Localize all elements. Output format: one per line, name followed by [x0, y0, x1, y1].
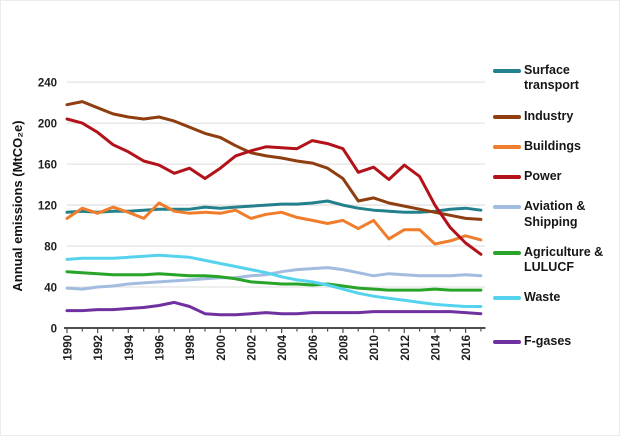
y-tick-label-80: 80 — [44, 242, 57, 254]
legend-item-surface-transport: Surface transport — [493, 63, 617, 94]
x-tick-label-2016: 2016 — [461, 335, 473, 361]
legend-swatch-agriculture-lulucf — [493, 250, 521, 255]
legend-swatch-aviation-shipping — [493, 205, 521, 210]
y-tick-label-160: 160 — [38, 160, 57, 172]
x-tick-label-1996: 1996 — [154, 335, 166, 361]
series-line-waste — [65, 253, 483, 308]
legend-swatch-f-gases — [493, 339, 521, 344]
legend-item-waste: Waste — [493, 290, 617, 305]
y-tick-label-120: 120 — [38, 201, 57, 213]
legend-swatch-buildings — [493, 144, 521, 149]
legend-swatch-surface-transport — [493, 69, 521, 73]
x-tick-label-2012: 2012 — [400, 335, 412, 361]
series-line-power — [65, 117, 483, 256]
legend-label: F-gases — [524, 333, 572, 348]
legend-item-buildings: Buildings — [493, 139, 617, 154]
legend-label: Aviation & Shipping — [524, 199, 586, 229]
y-tick-label-0: 0 — [51, 324, 57, 336]
x-tick-label-2002: 2002 — [246, 335, 258, 361]
x-tick-label-2008: 2008 — [338, 334, 350, 360]
legend-label: Surface transport — [524, 63, 579, 93]
x-tick-label-2004: 2004 — [277, 334, 289, 360]
legend-item-f-gases: F-gases — [493, 334, 617, 349]
legend-swatch-waste — [493, 296, 521, 301]
series-line-buildings — [65, 201, 483, 246]
legend-swatch-industry — [493, 114, 521, 119]
x-tick-label-2006: 2006 — [308, 335, 320, 361]
y-tick-label-200: 200 — [38, 119, 57, 131]
x-tick-label-1992: 1992 — [93, 335, 105, 361]
legend-item-industry: Industry — [493, 109, 617, 124]
x-tick-label-2000: 2000 — [216, 335, 228, 361]
x-tick-label-1998: 1998 — [185, 334, 197, 360]
legend-label: Power — [524, 169, 562, 183]
legend-label: Industry — [524, 108, 574, 123]
series-line-f-gases — [65, 300, 483, 317]
legend-item-aviation-shipping: Aviation & Shipping — [493, 199, 617, 230]
y-tick-label-240: 240 — [38, 78, 57, 90]
legend-label: Agriculture & LULUCF — [524, 244, 604, 274]
y-tick-label-40: 40 — [44, 283, 57, 295]
series-line-industry — [65, 100, 483, 221]
legend-swatch-power — [493, 175, 521, 179]
chart-legend: Surface transport Industry Buildings Power A… — [493, 63, 617, 364]
legend-item-agriculture-lulucf: Agriculture & LULUCF — [493, 245, 617, 276]
legend-label: Waste — [524, 290, 561, 305]
legend-item-power: Power — [493, 169, 617, 184]
series-line-agriculture-lulucf — [65, 270, 483, 292]
x-tick-label-1990: 1990 — [63, 335, 75, 361]
x-tick-label-2014: 2014 — [430, 334, 442, 360]
x-tick-label-2010: 2010 — [369, 335, 381, 361]
legend-label: Buildings — [524, 138, 581, 153]
series-line-surface-transport — [65, 199, 483, 214]
series-line-aviation-shipping — [65, 266, 483, 291]
y-axis-title: Annual emissions (MtCO₂e) — [10, 120, 25, 292]
x-tick-label-1994: 1994 — [124, 334, 136, 360]
